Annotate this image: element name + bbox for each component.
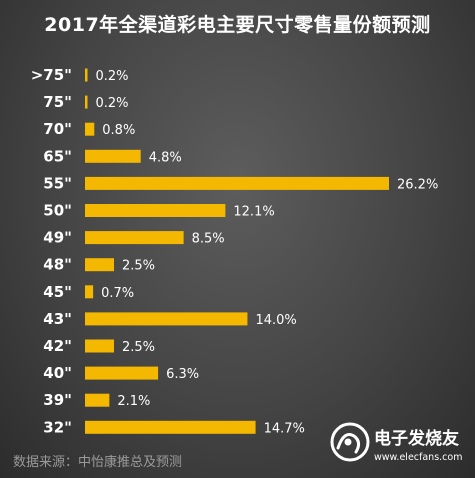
- source-note: 数据来源：中怡康推总及预测: [13, 455, 183, 470]
- category-label: 39": [43, 391, 72, 409]
- category-label: 48": [43, 256, 72, 274]
- value-label: 0.2%: [96, 96, 129, 111]
- value-label: 14.7%: [264, 421, 305, 436]
- value-label: 4.8%: [149, 150, 182, 165]
- category-label: 75": [43, 93, 72, 111]
- value-label: 0.8%: [102, 123, 135, 138]
- category-label: 65": [43, 147, 72, 165]
- category-label: 70": [43, 120, 72, 138]
- chart-title: 2017年全渠道彩电主要尺寸零售量份额预测: [44, 14, 431, 36]
- value-label: 26.2%: [397, 177, 438, 192]
- value-label: 2.5%: [122, 340, 155, 355]
- category-label: >75": [31, 66, 72, 84]
- bar: [85, 204, 226, 217]
- value-label: 6.3%: [166, 367, 199, 382]
- watermark-url: www.elecfans.com: [374, 452, 462, 463]
- bar: [85, 312, 248, 326]
- watermark: 电子发烧友 www.elecfans.com: [330, 422, 462, 463]
- value-label: 14.0%: [255, 313, 296, 328]
- category-label: 32": [43, 418, 72, 436]
- value-label: 0.2%: [96, 69, 129, 84]
- category-label: 43": [43, 310, 72, 328]
- category-label: 49": [43, 229, 72, 247]
- bar: [85, 366, 159, 380]
- bar: [85, 149, 141, 163]
- value-label: 0.7%: [101, 286, 134, 301]
- bar: [85, 231, 184, 245]
- value-label: 8.5%: [192, 232, 225, 247]
- value-label: 2.5%: [122, 259, 155, 274]
- category-label: 55": [43, 174, 72, 192]
- value-label: 2.1%: [117, 394, 150, 409]
- category-label: 42": [43, 337, 72, 355]
- elecfans-logo-icon: [330, 422, 370, 462]
- bar: [85, 95, 88, 109]
- watermark-name: 电子发烧友: [374, 428, 459, 449]
- bar: [85, 122, 95, 136]
- bar: [85, 176, 389, 190]
- bar: [85, 420, 256, 434]
- category-label: 50": [43, 202, 72, 220]
- bar: [85, 68, 88, 82]
- value-label: 12.1%: [233, 205, 274, 220]
- bar: [85, 258, 115, 272]
- category-label: 45": [43, 283, 72, 301]
- bar: [85, 285, 94, 299]
- category-label: 40": [43, 364, 72, 382]
- bar: [85, 339, 115, 353]
- bar: [85, 393, 110, 407]
